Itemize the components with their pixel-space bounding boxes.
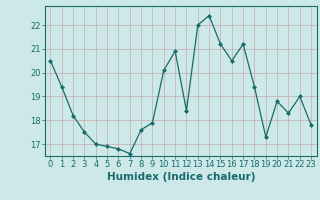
X-axis label: Humidex (Indice chaleur): Humidex (Indice chaleur) (107, 172, 255, 182)
